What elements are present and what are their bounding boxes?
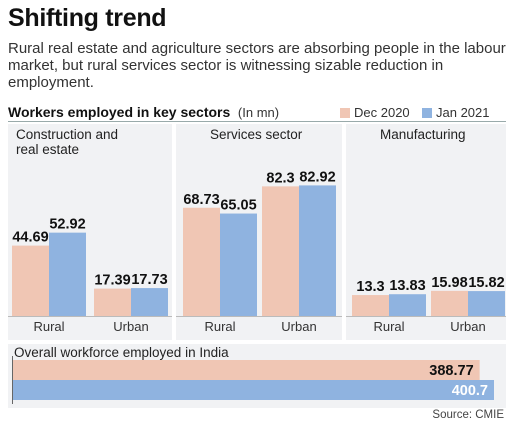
data-label-services-urban-dec-2020: 82.3 (266, 170, 294, 186)
legend-swatch-jan-2021 (422, 108, 432, 118)
bar-manufacturing-urban-dec-2020 (431, 290, 468, 316)
legend-heading: Workers employed in key sectors (8, 104, 231, 120)
panel-title-manufacturing: Manufacturing (380, 127, 466, 142)
data-label-construction-urban-jan-2021: 17.73 (131, 272, 167, 288)
panel-title-construction: Construction and real estate (16, 127, 119, 157)
source-note: Source: CMIE (432, 409, 504, 421)
tick-label-construction-rural: Rural (33, 319, 64, 334)
data-label-overall-jan-2021: 400.7 (452, 383, 488, 399)
legend-item-jan-2021: Jan 2021 (422, 105, 490, 120)
bar-manufacturing-rural-dec-2020 (352, 295, 389, 316)
data-label-services-urban-jan-2021: 82.92 (299, 169, 335, 185)
bar-services-rural-jan-2021 (220, 213, 257, 316)
legend-unit: (In mn) (237, 105, 280, 120)
data-label-construction-rural-jan-2021: 52.92 (49, 217, 85, 233)
data-label-manufacturing-rural-dec-2020: 13.3 (356, 279, 384, 295)
legend-swatch-dec-2020 (340, 108, 350, 118)
chart-subtitle: Rural real estate and agriculture sector… (8, 40, 506, 91)
legend-item-dec-2020: Dec 2020 (340, 105, 410, 120)
panel-title-overall: Overall workforce employed in India (14, 345, 229, 360)
bar-construction-rural-dec-2020 (12, 245, 49, 316)
bar-construction-urban-dec-2020 (94, 288, 131, 316)
legend-label-jan-2021: Jan 2021 (436, 105, 490, 120)
tick-label-services-rural: Rural (204, 319, 235, 334)
legend-label-dec-2020: Dec 2020 (354, 105, 410, 120)
bar-manufacturing-urban-jan-2021 (468, 291, 505, 316)
bar-manufacturing-rural-jan-2021 (389, 294, 426, 316)
panel-title-services: Services sector (210, 127, 303, 142)
data-label-manufacturing-rural-jan-2021: 13.83 (389, 278, 425, 294)
tick-label-construction-urban: Urban (113, 319, 148, 334)
tick-label-manufacturing-urban: Urban (450, 319, 485, 334)
bar-construction-urban-jan-2021 (131, 288, 168, 316)
data-label-overall-dec-2020: 388.77 (429, 363, 473, 379)
data-label-construction-rural-dec-2020: 44.69 (12, 230, 48, 246)
tick-label-manufacturing-rural: Rural (373, 319, 404, 334)
bar-overall-dec-2020 (12, 360, 480, 380)
legend-divider (8, 121, 506, 122)
bar-construction-rural-jan-2021 (49, 232, 86, 316)
tick-label-services-urban: Urban (281, 319, 316, 334)
chart-title: Shifting trend (8, 4, 167, 32)
bar-services-rural-dec-2020 (183, 207, 220, 316)
legend-row: Workers employed in key sectors (In mn) … (8, 104, 508, 122)
data-label-services-rural-dec-2020: 68.73 (183, 192, 219, 208)
data-label-construction-urban-dec-2020: 17.39 (94, 273, 130, 289)
bar-services-urban-dec-2020 (262, 186, 299, 316)
bar-overall-jan-2021 (12, 380, 494, 400)
data-label-services-rural-jan-2021: 65.05 (220, 198, 256, 214)
data-label-manufacturing-urban-dec-2020: 15.98 (431, 275, 467, 291)
data-label-manufacturing-urban-jan-2021: 15.82 (468, 275, 504, 291)
bar-services-urban-jan-2021 (299, 185, 336, 316)
